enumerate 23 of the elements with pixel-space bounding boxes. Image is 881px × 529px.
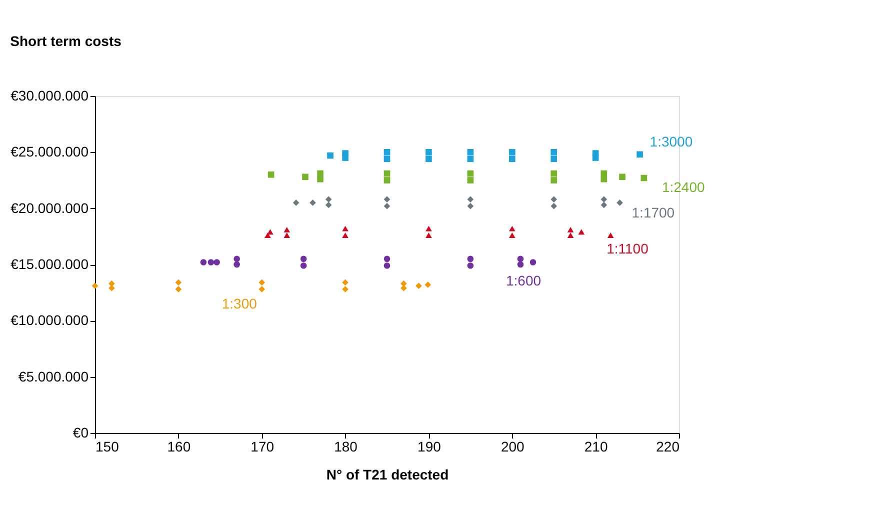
x-tick-label: 150 xyxy=(96,438,120,454)
y-tick-label: €10.000.000 xyxy=(10,312,89,328)
series-label: 1:2400 xyxy=(662,179,705,196)
x-tick-label: 190 xyxy=(418,438,442,454)
x-tick-label: 200 xyxy=(500,438,525,454)
y-tick-label: €15.000.000 xyxy=(10,256,89,272)
series-label: 1:300 xyxy=(222,296,258,312)
series-label: 1:1100 xyxy=(606,240,649,256)
x-tick-label: 210 xyxy=(584,438,608,454)
x-axis-title: N° of T21 detected xyxy=(326,466,449,482)
y-tick-label: €5.000.000 xyxy=(18,368,89,384)
x-tick-label: 160 xyxy=(167,438,191,454)
y-tick-label: €25.000.000 xyxy=(10,144,89,160)
series-label: 1:1700 xyxy=(632,204,675,221)
series-label: 1:3000 xyxy=(650,133,693,150)
chart-title: Short term costs xyxy=(10,33,122,49)
y-tick-label: €0 xyxy=(72,424,89,440)
x-tick-label: 180 xyxy=(334,438,358,454)
series-label: 1:600 xyxy=(506,272,542,288)
y-tick-label: €30.000.000 xyxy=(10,88,89,104)
x-tick-label: 170 xyxy=(250,438,274,454)
x-tick-label: 220 xyxy=(656,438,680,454)
y-tick-label: €20.000.000 xyxy=(10,200,89,216)
